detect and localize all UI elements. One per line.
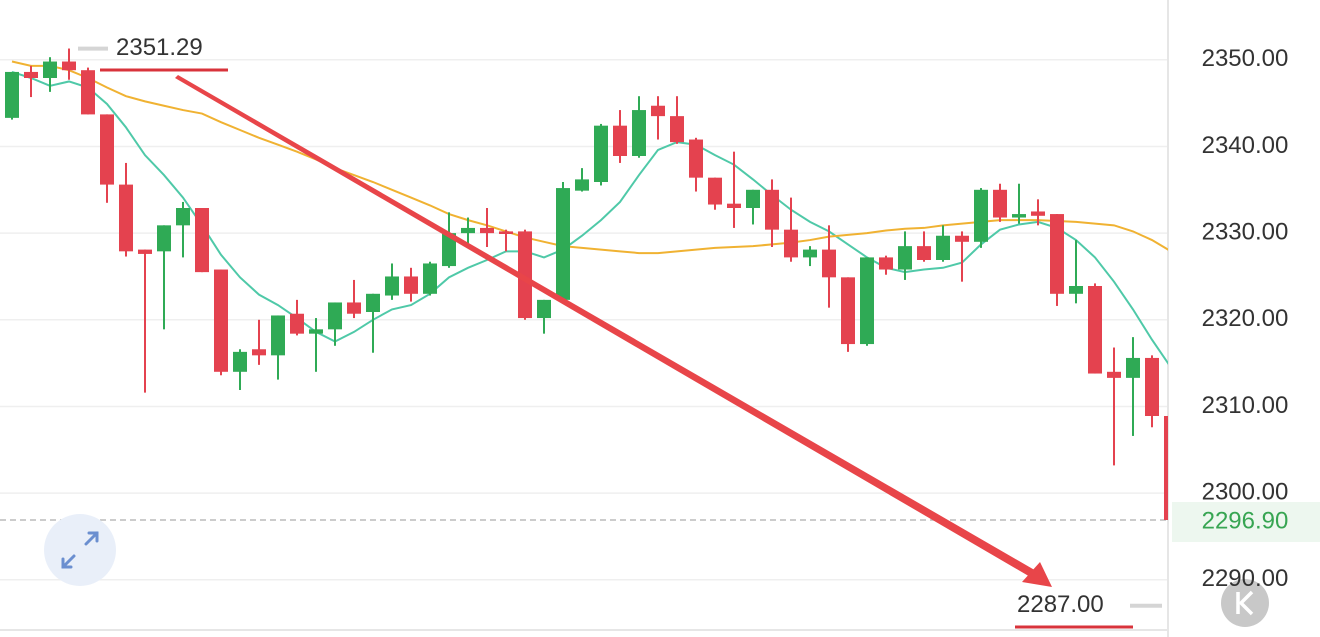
candle-body: [518, 231, 532, 319]
candle-body: [1069, 286, 1083, 294]
y-tick-label: 2300.00: [1202, 478, 1289, 505]
current-price-box: [1172, 502, 1320, 542]
candle-body: [1031, 211, 1045, 216]
candle-body: [594, 125, 608, 182]
candle-body: [271, 315, 285, 356]
candle-body: [955, 235, 969, 242]
expand-button[interactable]: [44, 514, 116, 586]
k-icon: [1236, 590, 1254, 616]
candle-body: [366, 293, 380, 312]
candle-body: [537, 299, 551, 319]
candle-body: [385, 276, 399, 296]
candle-body: [879, 257, 893, 270]
candle-body: [841, 277, 855, 345]
candle-body: [1164, 416, 1168, 520]
candle-body: [708, 177, 722, 205]
candle-body: [1012, 214, 1026, 218]
candle-body: [727, 203, 741, 208]
current-price-label: 2296.90: [1202, 507, 1289, 534]
candle-body: [898, 246, 912, 270]
candle-body: [290, 313, 304, 334]
candle-body: [81, 70, 95, 115]
candle-body: [214, 269, 228, 372]
candle-body: [936, 235, 950, 260]
candle-body: [1107, 371, 1121, 378]
candle-body: [746, 189, 760, 208]
candle-body: [803, 249, 817, 258]
y-tick-label: 2290.00: [1202, 565, 1289, 592]
y-tick-label: 2310.00: [1202, 392, 1289, 419]
candle-body: [974, 189, 988, 242]
candle-body: [195, 208, 209, 273]
candle-body: [119, 184, 133, 252]
plot-area: [0, 48, 1168, 521]
candle-body: [309, 329, 323, 334]
expand-icon: [61, 531, 99, 569]
candle-body: [1088, 286, 1102, 374]
candle-body: [765, 189, 779, 230]
candle-body: [347, 302, 361, 314]
trend-arrow: [175, 75, 1038, 578]
candle-body: [1126, 357, 1140, 378]
candle-body: [100, 114, 114, 185]
candle-body: [480, 227, 494, 234]
candle-body: [176, 208, 190, 226]
y-tick-label: 2350.00: [1202, 45, 1289, 72]
high-marker-label: 2351.29: [116, 34, 203, 61]
y-tick-label: 2340.00: [1202, 132, 1289, 159]
candle-body: [632, 110, 646, 156]
candle-body: [917, 246, 931, 260]
candle-body: [328, 302, 342, 330]
arrow-head: [1022, 562, 1052, 587]
candle-body: [651, 105, 665, 117]
low-marker-label: 2287.00: [1017, 591, 1104, 618]
candle-body: [423, 263, 437, 294]
candle-body: [461, 227, 475, 234]
candle-body: [784, 229, 798, 258]
candle-body: [233, 351, 247, 372]
candle-body: [575, 179, 589, 191]
candle-body: [157, 225, 171, 252]
grid: [0, 59, 1168, 581]
candle-body: [689, 139, 703, 178]
candle-body: [822, 249, 836, 278]
candle-body: [24, 71, 38, 78]
annotations: 2351.29 2287.00: [78, 34, 1162, 629]
candle-body: [442, 233, 456, 267]
candle-body: [43, 61, 57, 78]
candle-body: [499, 231, 513, 234]
candle-body: [1050, 214, 1064, 294]
candle-body: [670, 116, 684, 143]
candle-body: [556, 188, 570, 300]
candle-body: [993, 189, 1007, 218]
y-tick-label: 2320.00: [1202, 305, 1289, 332]
candle-body: [62, 61, 76, 71]
candle-body: [860, 257, 874, 345]
candle-body: [5, 71, 19, 118]
candle-body: [138, 249, 152, 254]
candle-body: [252, 349, 266, 356]
candle-body: [1145, 357, 1159, 416]
y-tick-label: 2330.00: [1202, 218, 1289, 245]
candle-body: [404, 276, 418, 294]
k-button[interactable]: [1221, 579, 1269, 627]
candle-body: [613, 125, 627, 156]
